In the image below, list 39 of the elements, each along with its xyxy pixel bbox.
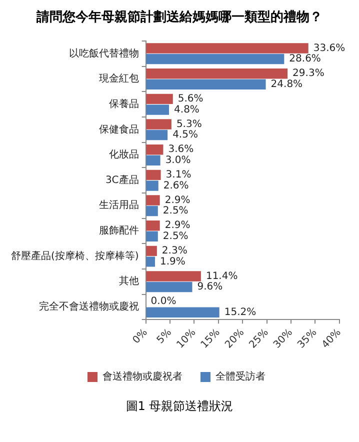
data-label: 0.0% [150, 296, 176, 308]
y-tick-label: 生活用品 [98, 199, 139, 212]
legend-label: 會送禮物或慶祝者 [102, 370, 182, 383]
data-label: 28.6% [289, 54, 321, 65]
data-label: 2.5% [162, 206, 188, 217]
data-label: 3.1% [166, 170, 192, 181]
y-tick-label: 完全不會送禮物或慶祝 [38, 300, 139, 313]
data-label: 2.6% [163, 180, 189, 192]
y-tick-label: 其他 [118, 275, 139, 288]
data-label: 9.6% [197, 282, 223, 293]
data-label: 5.3% [176, 118, 202, 130]
data-label: 3.0% [165, 154, 191, 166]
y-tick-label: 保健食品 [98, 123, 139, 136]
data-label: 2.9% [164, 194, 190, 206]
data-label: 4.5% [172, 130, 198, 141]
legend-label: 全體受訪者 [216, 370, 266, 383]
y-tick-label: 以吃飯代替禮物 [68, 47, 139, 60]
data-label: 2.9% [164, 220, 190, 232]
data-label: 15.2% [224, 306, 256, 318]
y-tick-label: 服飾配件 [98, 226, 139, 237]
x-tick-label: 5% [155, 327, 174, 346]
data-label: 3.6% [168, 144, 194, 156]
data-label: 2.5% [162, 230, 188, 242]
data-label: 33.6% [313, 42, 346, 54]
y-tick-label: 3C產品 [105, 174, 139, 186]
data-label: 2.3% [162, 246, 188, 257]
caption: 圖1 母親節送禮狀況 [124, 398, 234, 415]
chart-title: 請問您今年母親節計劃送給媽媽哪一類型的禮物？ [35, 8, 324, 26]
y-tick-label: 化妝品 [108, 148, 139, 161]
data-label: 24.8% [270, 78, 303, 90]
data-label: 29.3% [292, 68, 324, 80]
data-label: 1.9% [160, 256, 186, 268]
y-tick-label: 保養品 [108, 98, 139, 110]
y-tick-label: 舒壓產品(按摩椅、按摩棒等) [10, 250, 139, 262]
data-label: 5.6% [178, 94, 204, 105]
data-label: 11.4% [206, 270, 238, 282]
x-tick-label: 0% [130, 327, 150, 346]
data-label: 4.8% [174, 104, 200, 116]
y-tick-label: 現金紅包 [98, 72, 139, 85]
